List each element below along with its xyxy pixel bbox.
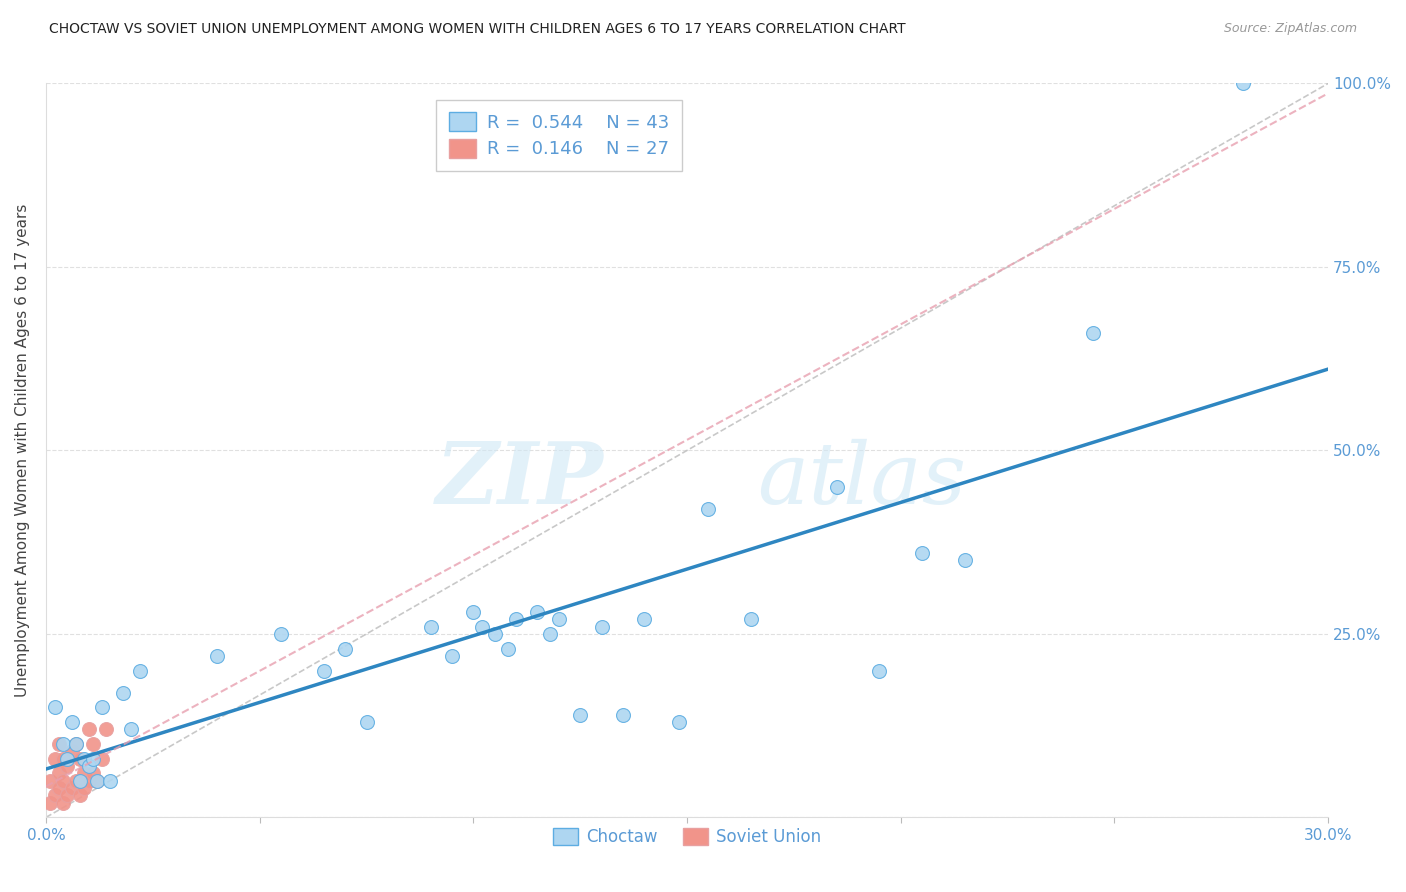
Point [52, 796, 75, 810]
Point [77, 759, 100, 773]
Point [538, 627, 561, 641]
Text: atlas: atlas [758, 439, 967, 521]
Point [69, 752, 91, 766]
Point [471, 619, 494, 633]
Point [65, 773, 87, 788]
Point [60, 744, 83, 758]
Point [484, 627, 506, 641]
Point [60, 780, 83, 795]
Point [953, 553, 976, 567]
Point [668, 714, 690, 729]
Point [86, 773, 108, 788]
Point [94, 723, 117, 737]
Point [48, 780, 70, 795]
Point [463, 605, 485, 619]
Point [633, 612, 655, 626]
Point [547, 612, 569, 626]
Point [569, 707, 592, 722]
Point [56, 759, 79, 773]
Point [868, 664, 890, 678]
Point [1081, 326, 1104, 340]
Point [496, 641, 519, 656]
Point [120, 723, 142, 737]
Point [98, 773, 121, 788]
Legend: Choctaw, Soviet Union: Choctaw, Soviet Union [547, 822, 828, 853]
Point [44, 700, 66, 714]
Point [591, 619, 613, 633]
Point [65, 737, 87, 751]
Point [312, 664, 335, 678]
Point [129, 664, 152, 678]
Text: Source: ZipAtlas.com: Source: ZipAtlas.com [1223, 22, 1357, 36]
Point [697, 502, 720, 516]
Point [48, 737, 70, 751]
Text: ZIP: ZIP [436, 438, 603, 522]
Point [1232, 77, 1254, 91]
Point [825, 480, 848, 494]
Point [52, 752, 75, 766]
Point [612, 707, 634, 722]
Y-axis label: Unemployment Among Women with Children Ages 6 to 17 years: Unemployment Among Women with Children A… [15, 203, 30, 697]
Point [52, 737, 75, 751]
Point [52, 773, 75, 788]
Point [82, 737, 104, 751]
Text: CHOCTAW VS SOVIET UNION UNEMPLOYMENT AMONG WOMEN WITH CHILDREN AGES 6 TO 17 YEAR: CHOCTAW VS SOVIET UNION UNEMPLOYMENT AMO… [49, 22, 905, 37]
Point [69, 789, 91, 803]
Point [82, 752, 104, 766]
Point [44, 789, 66, 803]
Point [86, 773, 108, 788]
Point [270, 627, 292, 641]
Point [111, 685, 134, 699]
Point [740, 612, 762, 626]
Point [56, 752, 79, 766]
Point [73, 766, 96, 780]
Point [90, 700, 112, 714]
Point [69, 773, 91, 788]
Point [440, 648, 463, 663]
Point [39, 796, 62, 810]
Point [60, 714, 83, 729]
Point [526, 605, 548, 619]
Point [82, 766, 104, 780]
Point [77, 723, 100, 737]
Point [419, 619, 441, 633]
Point [48, 766, 70, 780]
Point [73, 780, 96, 795]
Point [73, 752, 96, 766]
Point [44, 752, 66, 766]
Point [56, 789, 79, 803]
Point [911, 546, 934, 560]
Point [65, 737, 87, 751]
Point [39, 773, 62, 788]
Point [77, 773, 100, 788]
Point [205, 648, 228, 663]
Point [505, 612, 527, 626]
Point [90, 752, 112, 766]
Point [333, 641, 356, 656]
Point [356, 714, 378, 729]
